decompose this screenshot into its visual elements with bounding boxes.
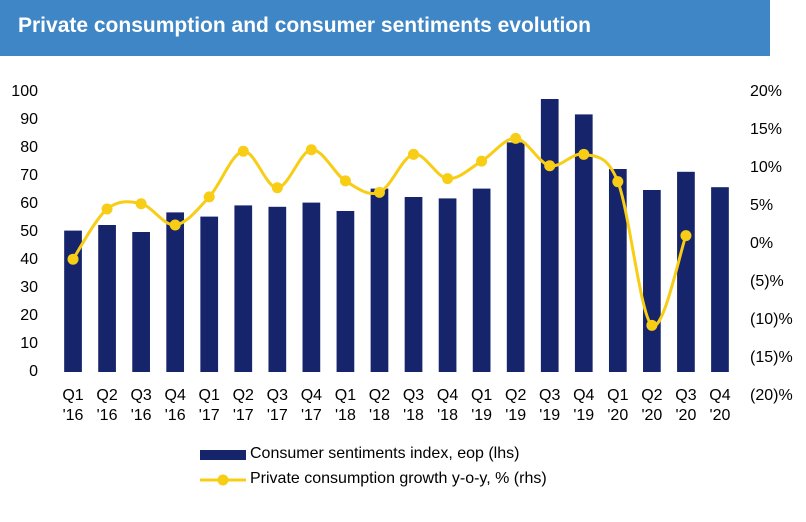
line-point [373, 186, 385, 198]
line-point [339, 175, 351, 187]
y-tick-label: 40 [20, 251, 38, 268]
line-point [67, 253, 79, 265]
y-tick-label: 80 [20, 139, 38, 156]
x-tick-label: Q2 '17 [232, 387, 254, 424]
y2-tick-label: 5% [750, 197, 773, 214]
legend-label: Private consumption growth y-o-y, % (rhs… [250, 470, 547, 487]
x-tick-label: Q2 '18 [368, 387, 391, 424]
y2-tick-label: 10% [750, 159, 782, 176]
line-point [646, 319, 658, 331]
y-tick-label: 20 [20, 307, 38, 324]
bar [200, 216, 219, 372]
legend-label: Consumer sentiments index, eop (lhs) [250, 445, 520, 462]
y-tick-label: 70 [20, 167, 38, 184]
y2-tick-label: 0% [750, 235, 773, 252]
legend-swatch [200, 450, 246, 460]
bar [370, 188, 389, 372]
bar [711, 187, 729, 372]
line-point [237, 145, 249, 157]
line-point [305, 144, 317, 156]
bar [438, 198, 457, 372]
x-tick-label: Q4 '20 [709, 387, 731, 424]
bar [336, 211, 355, 372]
bar [643, 190, 661, 372]
bar [574, 114, 593, 373]
line-point [101, 203, 113, 215]
line-point [476, 155, 488, 167]
line-point [203, 191, 215, 203]
legend-marker [217, 474, 229, 486]
x-tick-label: Q3 '17 [266, 387, 288, 424]
x-tick-label: Q1 '20 [607, 387, 629, 424]
bar [268, 206, 287, 372]
x-tick-label: Q1 '18 [334, 387, 357, 424]
bar [608, 169, 627, 372]
bar [506, 142, 525, 372]
bar [302, 202, 321, 372]
y2-tick-label: 20% [750, 83, 782, 100]
x-tick-label: Q4 '17 [300, 387, 323, 424]
x-tick-label: Q1 '19 [470, 387, 493, 424]
y2-tick-label: (15)% [750, 349, 793, 366]
x-tick-label: Q3 '19 [539, 387, 561, 424]
x-tick-label: Q2 '16 [96, 387, 118, 424]
y-tick-label: 100 [11, 83, 38, 100]
chart-title: Private consumption and consumer sentime… [18, 14, 591, 37]
bar [677, 171, 695, 372]
x-tick-label: Q2 '19 [505, 387, 527, 424]
line-point [169, 219, 181, 231]
x-tick-label: Q3 '20 [675, 387, 697, 424]
bar [64, 230, 82, 372]
bar [404, 197, 423, 372]
x-tick-label: Q3 '18 [402, 387, 425, 424]
line-point [680, 230, 692, 242]
x-tick-label: Q2 '20 [641, 387, 663, 424]
x-tick-label: Q4 '19 [573, 387, 595, 424]
y-tick-label: 50 [20, 223, 38, 240]
title-banner: Private consumption and consumer sentime… [0, 0, 770, 56]
line-point [612, 176, 624, 188]
bar [132, 232, 150, 372]
bar [234, 205, 253, 372]
y-tick-label: 10 [20, 335, 38, 352]
line-point [271, 182, 283, 194]
x-tick-label: Q1 '16 [62, 387, 84, 424]
y2-tick-label: (5)% [750, 273, 784, 290]
line-point [578, 148, 590, 160]
bar [166, 212, 185, 372]
bar [98, 225, 116, 372]
x-tick-label: Q4 '18 [436, 387, 459, 424]
line-point [544, 160, 556, 172]
y-tick-label: 30 [20, 279, 38, 296]
line-point [510, 132, 522, 144]
y-tick-label: 90 [20, 111, 38, 128]
bar [540, 99, 559, 372]
line-point [135, 198, 147, 210]
y2-tick-label: (10)% [750, 311, 793, 328]
y-tick-label: 0 [29, 363, 38, 380]
y2-tick-label: 15% [750, 121, 782, 138]
x-tick-label: Q3 '16 [130, 387, 152, 424]
x-tick-label: Q4 '16 [164, 387, 186, 424]
line-point [442, 173, 454, 185]
x-tick-label: Q1 '17 [198, 387, 220, 424]
line-point [408, 148, 420, 160]
bar [472, 188, 491, 372]
y-tick-label: 60 [20, 195, 38, 212]
y2-tick-label: (20)% [750, 387, 793, 404]
